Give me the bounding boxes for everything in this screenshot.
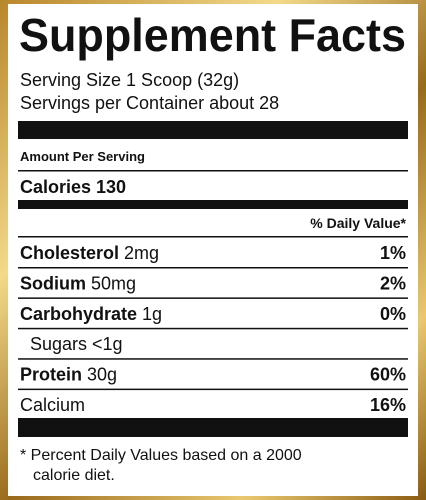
- nutrient-row: Calcium: [20, 395, 85, 415]
- footnote-line: calorie diet.: [33, 467, 115, 484]
- rule: [18, 297, 408, 299]
- medium-rule: [18, 200, 408, 209]
- rule: [18, 388, 408, 391]
- nutrient-name: Protein: [20, 365, 82, 385]
- serving-size: Serving Size 1 Scoop (32g): [20, 70, 239, 90]
- nutrient-row: Carbohydrate 1g: [20, 304, 162, 324]
- rule: [18, 358, 408, 360]
- daily-value: 16%: [370, 395, 406, 415]
- nutrient-name: Cholesterol: [20, 243, 119, 263]
- nutrient-row: Protein 30g: [20, 365, 117, 385]
- nutrient-name: Carbohydrate: [20, 304, 137, 324]
- thick-rule: [18, 418, 408, 437]
- nutrient-row: Cholesterol 2mg: [20, 243, 159, 263]
- daily-value: 0%: [380, 304, 406, 324]
- nutrient-amount: 50mg: [91, 273, 136, 293]
- rule: [18, 170, 408, 172]
- daily-value: 60%: [370, 365, 406, 385]
- nutrient-row: Sodium 50mg: [20, 273, 136, 293]
- servings-per-container: Servings per Container about 28: [20, 93, 279, 113]
- calories: Calories 130: [20, 177, 126, 197]
- daily-value: 1%: [380, 243, 406, 263]
- nutrient-name: Sodium: [20, 273, 86, 293]
- nutrient-amount: 1g: [142, 304, 162, 324]
- label-title: Supplement Facts: [19, 9, 406, 61]
- amount-per-serving: Amount Per Serving: [20, 149, 145, 164]
- rule: [18, 327, 408, 330]
- label-panel: [8, 4, 418, 496]
- daily-value: 2%: [380, 273, 406, 293]
- nutrient-name: Sugars <1g: [30, 334, 123, 354]
- nutrient-amount: 2mg: [124, 243, 159, 263]
- nutrient-amount: 30g: [87, 365, 117, 385]
- thick-rule: [18, 121, 408, 139]
- nutrient-row: Sugars <1g: [30, 334, 123, 354]
- rule: [18, 236, 408, 238]
- nutrient-name: Calcium: [20, 395, 85, 415]
- rule: [18, 267, 408, 269]
- footnote-line: * Percent Daily Values based on a 2000: [20, 447, 302, 464]
- daily-value-header: % Daily Value*: [310, 215, 406, 231]
